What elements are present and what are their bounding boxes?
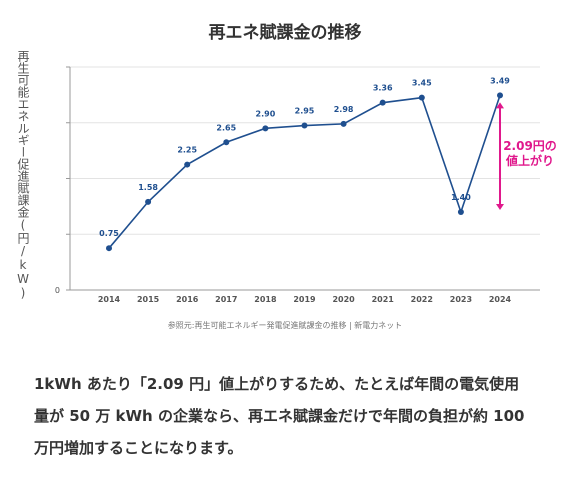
data-point [340, 120, 347, 127]
x-tick-label: 2016 [176, 295, 199, 304]
x-tick-label: 2014 [98, 295, 121, 304]
caption-text: 1kWh あたり「2.09 円」値上がりするため、たとえば年間の電気使用量が 5… [34, 375, 525, 457]
data-label: 3.45 [412, 79, 432, 88]
y-axis-label: 再生可能エネルギー促進賦課金(円/kW) [16, 50, 30, 300]
data-label: 1.40 [451, 193, 471, 202]
x-tick-label: 2015 [137, 295, 160, 304]
data-point [145, 198, 152, 205]
y-tick-label: 0 [55, 286, 60, 295]
data-point [497, 92, 503, 99]
line-chart: 0 2014 2015 2016 2017 2018 2019 2020 2021 2022 202… [55, 66, 557, 304]
annotation-arrowhead-up [496, 102, 504, 109]
data-label: 2.90 [256, 109, 276, 118]
chart-title: 再エネ賦課金の推移 [208, 23, 362, 43]
annotation-label: 値上がり [505, 153, 554, 168]
data-point [418, 94, 425, 101]
x-tick-label: 2017 [215, 295, 237, 304]
data-point [457, 208, 464, 215]
data-label: 2.25 [177, 146, 197, 155]
data-label: 2.98 [334, 105, 354, 114]
annotation-arrowhead-down [496, 203, 504, 210]
data-point [379, 99, 386, 106]
data-point [262, 125, 269, 132]
data-label: 1.58 [138, 183, 158, 192]
data-label: 3.49 [490, 76, 510, 85]
x-tick-label: 2018 [254, 295, 277, 304]
x-tick-label: 2024 [489, 295, 512, 304]
series-line [108, 95, 501, 249]
data-label: 2.95 [295, 107, 315, 116]
data-label: 3.36 [373, 84, 393, 93]
x-tick-label: 2020 [332, 295, 355, 304]
x-tick-label: 2022 [411, 295, 433, 304]
data-point [184, 161, 191, 168]
data-label: 0.75 [99, 229, 119, 238]
data-label: 2.65 [216, 123, 236, 132]
data-point [223, 139, 230, 146]
source-note: 参照元:再生可能エネルギー発電促進賦課金の推移 | 新電力ネット [167, 321, 403, 330]
data-point [106, 245, 112, 252]
x-tick-label: 2019 [293, 295, 316, 304]
annotation-label: 2.09円の [503, 139, 557, 153]
x-tick-label: 2021 [372, 295, 395, 304]
x-tick-label: 2023 [450, 295, 472, 304]
data-point [301, 122, 308, 129]
